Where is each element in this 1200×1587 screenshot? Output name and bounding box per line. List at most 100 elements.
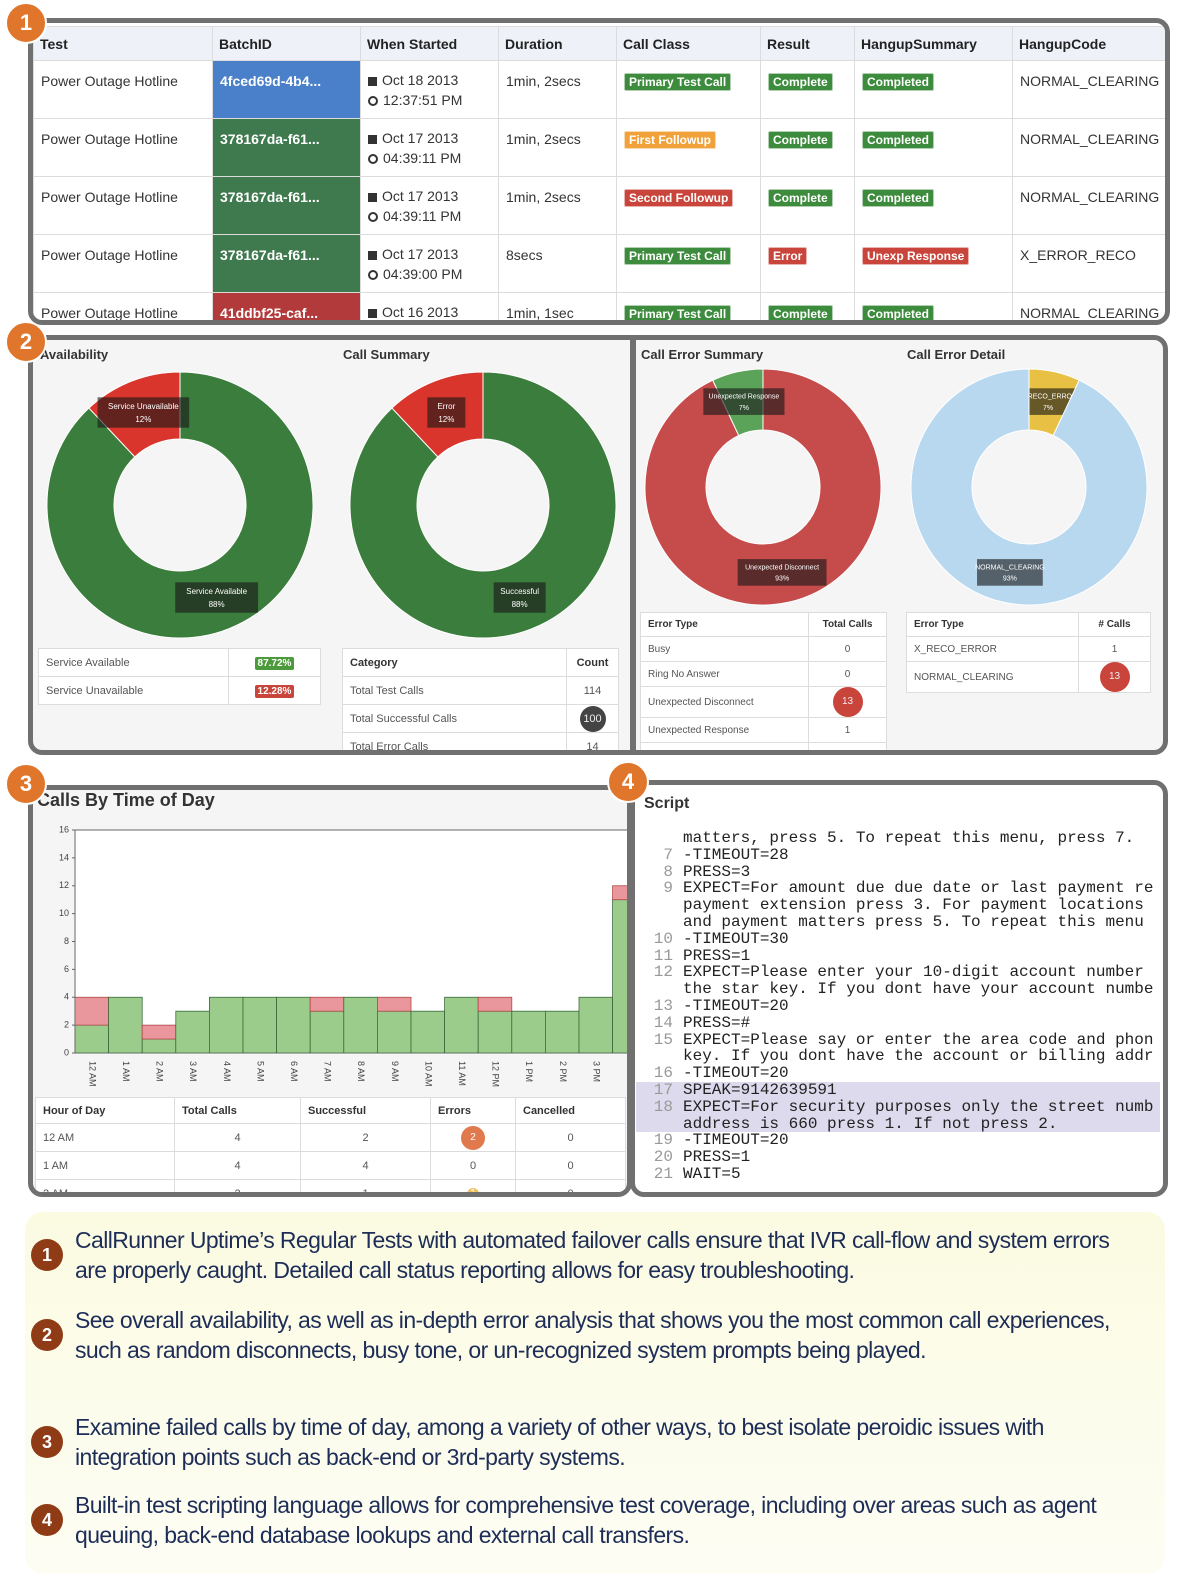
segment-label: Service Unavailable <box>108 402 179 411</box>
cell-text: 4 <box>362 1159 369 1172</box>
batch-id: 378167da-f61... <box>220 247 320 263</box>
cell: 12 AM <box>35 1123 175 1152</box>
cell: NORMAL_CLEARING <box>1012 118 1165 177</box>
x-tick-label: 4 AM <box>222 1061 232 1082</box>
test-row: Power Outage Hotline 378167da-f61... Oct 1… <box>33 234 1165 293</box>
bar-segment <box>309 1010 345 1053</box>
cell: Service Available <box>38 648 229 677</box>
count-badge: 13 <box>832 687 863 717</box>
bar-segment <box>175 1010 210 1053</box>
segment-label: Service Available <box>186 587 247 596</box>
time-panel: Calls By Time of Day 0 2 4 6 8 10 12 14 16 12 AM 1 … <box>28 785 632 1197</box>
cell-text: 0 <box>567 1131 574 1144</box>
date-line: Oct 17 2013 <box>368 244 491 264</box>
calendar-icon <box>368 77 377 86</box>
y-tick-label: 10 <box>59 908 69 918</box>
script-line: 13 -TIMEOUT=20 <box>636 998 1160 1015</box>
test-name: Power Outage Hotline <box>41 73 178 89</box>
segment-value: 88% <box>512 600 528 609</box>
y-tick-label: 6 <box>64 964 69 974</box>
segment-label: Error <box>437 402 455 411</box>
cell: 378167da-f61... <box>212 234 361 293</box>
cell: 87.72% <box>228 648 321 677</box>
header-row: Error Type # Calls <box>906 612 1151 637</box>
hangup-summary: Completed <box>862 131 935 149</box>
cell: Power Outage Hotline <box>33 118 213 177</box>
hangup-summary: Completed <box>862 73 935 91</box>
cell: 4 <box>300 1151 431 1180</box>
x-tick-label: 5 AM <box>255 1061 265 1082</box>
cell: 1min, 2secs <box>498 176 617 235</box>
column-header: Test <box>33 26 213 61</box>
call-class: Second Followup <box>624 189 734 207</box>
segment-value: 7% <box>1043 405 1053 412</box>
donut-segment <box>349 371 617 639</box>
x-tick-label: 8 AM <box>356 1061 366 1082</box>
cell: 378167da-f61... <box>212 176 361 235</box>
line-text: key. If you dont have the account or bil… <box>683 1047 1154 1066</box>
line-text: -TIMEOUT=20 <box>683 1064 789 1083</box>
cell: 378167da-f61... <box>212 118 361 177</box>
cell: Completed <box>854 292 1013 320</box>
cell: 2 AM <box>35 1179 175 1192</box>
line-number: 14 <box>653 1013 673 1032</box>
cell: 12.28% <box>228 676 321 705</box>
y-tick-label: 2 <box>64 1020 69 1030</box>
cell: Primary Test Call <box>616 292 761 320</box>
bars <box>75 885 627 1053</box>
cell: Second Followup <box>616 176 761 235</box>
cell-text: 1 <box>362 1187 369 1197</box>
cell: 13 <box>808 686 887 718</box>
line-text: matters, press 5. To repeat this menu, p… <box>683 830 1135 847</box>
duration: 8secs <box>506 247 543 263</box>
segment-value: 88% <box>209 600 225 609</box>
cell: Unexpected Response <box>640 717 809 743</box>
cell: Total Error Calls <box>342 732 567 750</box>
table-row: Invalid/Unreachable Number 0 <box>640 742 887 750</box>
cell-text: Busy <box>648 643 671 655</box>
cell-text: Total Successful Calls <box>350 712 457 725</box>
table-row: Total Error Calls 14 <box>342 732 619 750</box>
script-line: 11 PRESS=1 <box>636 946 1160 965</box>
hangup-code: X_ERROR_RECO <box>1020 247 1136 263</box>
clock-icon <box>368 212 378 222</box>
tests-table: Test BatchID When Started Duration Call Clas… <box>33 26 1165 320</box>
cell-text: 1 <box>1111 643 1118 655</box>
call-class: Primary Test Call <box>624 305 732 320</box>
y-tick-label: 8 <box>64 936 69 946</box>
segment-label-box <box>175 582 259 613</box>
date-line: Oct 17 2013 <box>368 128 491 148</box>
x-tick-label: 7 AM <box>323 1061 333 1082</box>
line-text: payment extension press 3. For payment l… <box>683 896 1144 915</box>
x-tick-label: 2 AM <box>155 1061 165 1082</box>
clock-icon <box>368 96 378 106</box>
tests-panel: Test BatchID When Started Duration Call Clas… <box>28 18 1170 325</box>
cell: 4fced69d-4b4... <box>212 60 361 119</box>
cell: Power Outage Hotline <box>33 292 213 320</box>
script-line: 19 -TIMEOUT=20 <box>636 1132 1160 1149</box>
cell: Complete <box>760 292 855 320</box>
table-row: Unexpected Response 1 <box>640 717 887 743</box>
line-number: 20 <box>653 1148 673 1167</box>
script-line: key. If you dont have the account or bil… <box>636 1048 1160 1065</box>
script-line: 17 SPEAK=9142639591 <box>636 1082 1160 1099</box>
hangup-code: NORMAL_CLEARING <box>1020 131 1160 147</box>
script-line: 10 -TIMEOUT=30 <box>636 930 1160 948</box>
column-header: Duration <box>498 26 617 61</box>
bar-segment <box>477 1010 513 1053</box>
cell: Oct 18 2013 12:37:51 PM <box>360 60 499 119</box>
cell: Completed <box>854 60 1013 119</box>
script-line: 18 EXPECT=For security purposes only the … <box>636 1098 1160 1116</box>
line-number: 11 <box>653 946 673 965</box>
date: Oct 17 2013 <box>382 188 459 204</box>
bar-segment <box>376 1010 412 1053</box>
test-row: Power Outage Hotline 378167da-f61... Oct 1… <box>33 118 1165 177</box>
donut-segment <box>46 371 314 639</box>
segment-label-box <box>493 582 546 613</box>
table-row: Total Test Calls 114 <box>342 676 619 705</box>
cell: 0 <box>515 1179 626 1192</box>
cell: 1 <box>300 1179 431 1197</box>
segment-label-box <box>737 559 827 586</box>
x-tick-label: 12 PM <box>491 1061 501 1087</box>
result: Complete <box>768 305 833 320</box>
